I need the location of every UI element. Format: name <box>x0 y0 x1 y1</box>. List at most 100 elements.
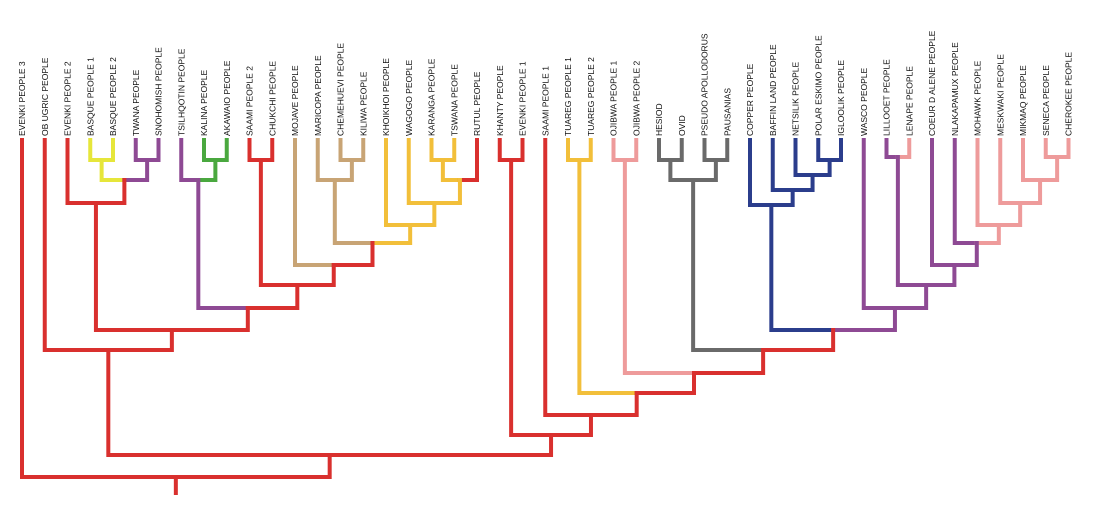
branch <box>331 241 375 267</box>
branch <box>509 158 554 437</box>
leaf-label: EVENKI PEOPLE 2 <box>63 61 73 136</box>
branch <box>509 138 525 162</box>
branch <box>924 263 957 287</box>
branch <box>668 158 696 182</box>
branch <box>611 138 627 162</box>
branch <box>668 138 684 162</box>
leaf-label: SNOHOMISH PEOPLE <box>154 47 164 136</box>
branch <box>408 201 437 227</box>
branch <box>895 138 912 159</box>
branch <box>998 138 1023 205</box>
leaf-label: COEUR D ALENE PEOPLE <box>927 30 937 136</box>
leaf-label: OVID <box>677 115 687 136</box>
leaf-label: BASQUE PEOPLE 2 <box>108 57 118 136</box>
branch <box>884 138 900 159</box>
leaf-label: RUTUL PEOPLE <box>472 71 482 136</box>
branch <box>440 138 457 162</box>
branch <box>1043 138 1060 159</box>
leaf-label: EVENKI PEOPLE 1 <box>518 61 528 136</box>
branch <box>122 158 150 182</box>
leaf-label: OJIBWA PEOPLE 1 <box>609 60 619 136</box>
branch <box>406 138 437 205</box>
leaf-label: SAAMI PEOPLE 1 <box>540 66 550 136</box>
branch <box>930 138 957 267</box>
branch <box>761 328 836 352</box>
branch <box>202 138 218 162</box>
branch <box>213 138 229 162</box>
leaf-label: AKAWAIO PEOPLE <box>222 60 232 136</box>
branch <box>179 138 201 182</box>
branch <box>88 138 104 162</box>
leaf-label: MOJAVE PEOPLE <box>290 65 300 136</box>
branch <box>429 138 445 162</box>
branch <box>315 138 337 182</box>
leaf-label: MIKMAQ PEOPLE <box>1018 65 1028 136</box>
leaf-label: NETSILIK PEOPLE <box>791 62 801 136</box>
leaf-label: PAUSANIAS <box>722 88 732 136</box>
branch <box>952 241 979 267</box>
branch <box>816 138 832 162</box>
branch <box>258 158 300 287</box>
branch <box>295 263 336 287</box>
branch <box>831 306 897 332</box>
branch <box>713 138 730 162</box>
branch <box>577 158 639 395</box>
leaf-label: EVENKI PEOPLE 3 <box>17 61 27 136</box>
leaf-label: IGLOOLIK PEOPLE <box>836 60 846 136</box>
branch <box>457 138 479 182</box>
leaf-label: BAFFIN LAND PEOPLE <box>768 44 778 136</box>
branch <box>173 453 332 479</box>
branch <box>99 138 115 162</box>
branch <box>952 138 979 245</box>
branch <box>349 138 366 162</box>
branch <box>543 138 593 417</box>
branch <box>657 138 673 162</box>
branch <box>810 158 832 177</box>
branch <box>258 138 275 162</box>
branch <box>622 158 697 375</box>
branch <box>145 138 161 162</box>
branch <box>370 223 413 245</box>
branch <box>827 138 843 162</box>
branch <box>769 188 795 207</box>
branch <box>702 138 718 162</box>
branch <box>1055 138 1071 159</box>
leaf-label: HESIOD <box>654 103 664 136</box>
leaf-label: OJIBWA PEOPLE 2 <box>631 60 641 136</box>
branch <box>1018 178 1043 205</box>
leaf-label: BASQUE PEOPLE 1 <box>85 57 95 136</box>
leaf-label: TSILHQOTIN PEOPLE <box>176 48 186 136</box>
branch <box>338 138 354 162</box>
leaf-label: TUAREG PEOPLE 1 <box>563 57 573 136</box>
leaf-label: LENAPE PEOPLE <box>904 66 914 136</box>
leaf-label: SAAMI PEOPLE 2 <box>245 66 255 136</box>
branch <box>622 138 639 162</box>
branch <box>20 138 178 479</box>
branch <box>432 178 462 205</box>
branch <box>106 348 332 457</box>
leaf-label: LILLOOET PEOPLE <box>882 59 892 136</box>
leaf-label: KALINA PEOPLE <box>199 70 209 136</box>
branch <box>384 138 413 227</box>
branch <box>65 138 98 205</box>
branch <box>549 413 593 437</box>
leaf-label: KILIWA PEOPLE <box>358 71 368 136</box>
branch <box>793 138 815 177</box>
leaf-label: CHUKCHI PEOPLE <box>267 61 277 136</box>
branch <box>691 178 766 352</box>
branch <box>892 283 929 310</box>
branch <box>770 138 795 192</box>
branch <box>247 138 263 162</box>
branch <box>93 178 127 205</box>
branch <box>566 138 582 162</box>
leaf-label: CHEROKEE PEOPLE <box>1064 52 1074 136</box>
branch <box>974 223 1001 245</box>
leaf-label: COPPER PEOPLE <box>745 63 755 136</box>
branch <box>245 283 300 310</box>
branch <box>106 328 174 352</box>
branch <box>996 201 1023 227</box>
branch <box>634 371 697 395</box>
branch <box>975 138 1001 227</box>
leaf-label: TWANA PEOPLE <box>131 69 141 136</box>
